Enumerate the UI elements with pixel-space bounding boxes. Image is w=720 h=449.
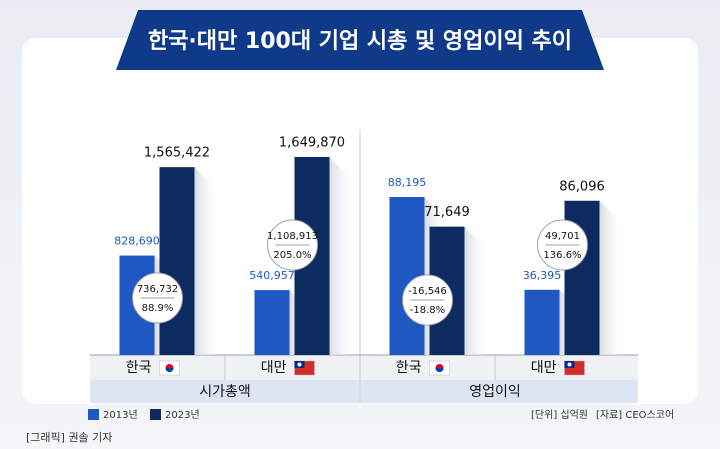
change-percent: -18.8% [410,305,445,316]
bar-shadow [464,226,490,355]
value-label: 540,957 [249,269,295,282]
change-value: 1,108,913 [267,231,318,242]
group-row [90,380,638,403]
category-label: 대만 [261,360,287,376]
group-label: 영업이익 [469,384,521,400]
source-note: [자료] CEO스코어 [596,409,674,421]
change-value: 49,701 [545,231,580,242]
bar [159,167,195,355]
value-label: 71,649 [424,205,470,220]
bar-shadow [329,157,355,355]
bar [254,290,290,355]
category-label: 한국 [396,360,422,376]
legend-swatch [88,409,99,420]
change-percent: 136.6% [543,250,581,261]
legend-label: 2023년 [165,409,200,421]
value-label: 828,690 [114,235,160,248]
title-banner [116,10,604,70]
value-label: 86,096 [559,179,605,194]
bar [389,197,425,355]
value-label: 1,649,870 [279,136,345,151]
flag-icon [297,362,302,367]
category-label: 대만 [531,360,557,376]
legend-swatch [150,409,161,420]
unit-note: [단위] 십억원 [531,408,588,421]
value-label: 88,195 [388,176,427,189]
legend-label: 2013년 [103,409,138,421]
bar-shadow [599,200,625,355]
change-percent: 205.0% [273,250,311,261]
credit: [그래픽] 권솔 기자 [26,431,112,444]
flag-icon [435,368,444,372]
flag-icon [165,368,174,372]
category-row [90,355,638,380]
value-label: 36,395 [523,269,562,282]
flag-icon [567,362,572,367]
change-value: 736,732 [137,284,178,295]
chart-title: 한국·대만 100대 기업 시총 및 영업이익 추이 [148,29,572,54]
group-label: 시가총액 [199,384,251,400]
bar [524,289,560,355]
category-label: 한국 [126,360,152,376]
value-label: 1,565,422 [144,146,210,161]
bar-shadow [194,167,220,355]
change-percent: 88.9% [142,303,174,314]
change-value: -16,546 [408,286,447,297]
